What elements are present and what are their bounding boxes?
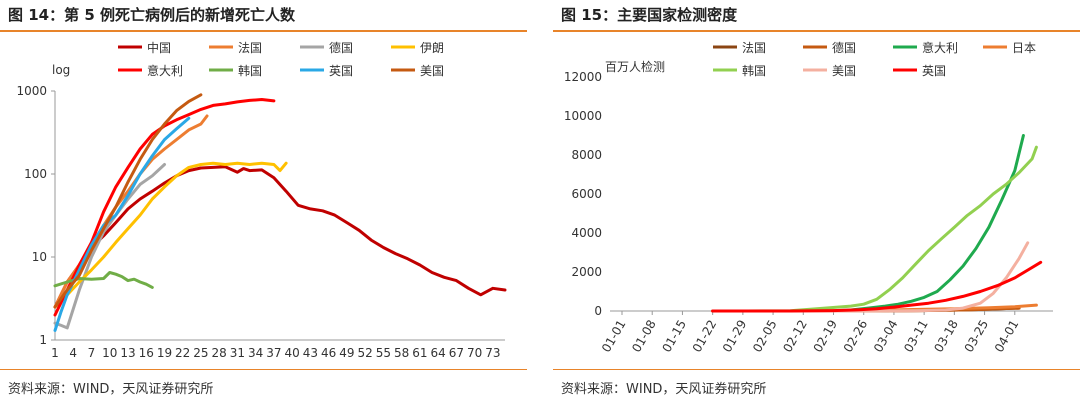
y-tick-label: 12000 (564, 70, 602, 84)
x-tick-label: 64 (430, 346, 445, 360)
x-tick-label: 28 (212, 346, 227, 360)
legend-label: 伊朗 (420, 41, 444, 55)
legend-label: 美国 (832, 64, 856, 78)
legend-label: 中国 (147, 40, 171, 55)
x-tick-label: 01-29 (720, 318, 750, 355)
x-tick-label: 01-08 (629, 318, 659, 355)
legend-label: 意大利 (147, 63, 183, 78)
source-divider (553, 369, 1080, 370)
series-line (53, 93, 203, 309)
y-axis-label: 百万人检测 (605, 59, 665, 74)
x-tick-label: 52 (357, 346, 372, 360)
x-tick-label: 46 (321, 346, 336, 360)
x-tick-label: 03-11 (901, 318, 931, 355)
series-line (53, 161, 288, 309)
y-tick-label: 8000 (571, 148, 602, 162)
x-tick-label: 40 (285, 346, 300, 360)
series-line (53, 165, 507, 309)
y-tick-label: 6000 (571, 187, 602, 201)
x-tick-label: 01-01 (599, 318, 629, 355)
legend-label: 日本 (1012, 41, 1036, 55)
x-tick-label: 10 (102, 346, 117, 360)
legend-label: 德国 (329, 40, 353, 55)
x-tick-label: 34 (248, 346, 263, 360)
x-tick-label: 03-25 (962, 318, 992, 355)
legend-label: 法国 (238, 41, 262, 55)
title-divider (553, 30, 1080, 32)
x-tick-label: 01-22 (690, 318, 720, 355)
x-tick-label: 19 (157, 346, 172, 360)
series-line (53, 116, 191, 332)
x-tick-label: 16 (139, 346, 154, 360)
x-tick-label: 43 (303, 346, 318, 360)
chart-panel-15: 图 15：主要国家检测密度 百万人检测 0 2000 4000 6000 8000 1000… (553, 0, 1080, 401)
chart-title: 图 15：主要国家检测密度 (561, 6, 738, 24)
legend-label: 德国 (832, 40, 856, 55)
x-tick-label: 58 (394, 346, 409, 360)
y-axis-label: log (52, 63, 70, 77)
y-tick-label: 10 (32, 250, 47, 264)
x-tick-label: 02-05 (750, 318, 780, 355)
x-tick-label: 02-26 (841, 318, 871, 355)
x-tick-label: 03-04 (871, 318, 901, 355)
source-divider (0, 369, 527, 370)
x-tick-label: 22 (175, 346, 190, 360)
chart-title: 图 14：第 5 例死亡病例后的新增死亡人数 (8, 6, 295, 24)
y-tick-label: 2000 (571, 265, 602, 279)
y-tick-label: 0 (594, 304, 602, 318)
series-line (53, 271, 154, 289)
legend-label: 韩国 (238, 63, 262, 78)
series-line (711, 145, 1038, 313)
chart-source: 资料来源：WIND，天风证券研究所 (561, 382, 767, 397)
x-tick-label: 55 (376, 346, 391, 360)
series-line (711, 134, 1025, 313)
legend-label: 英国 (922, 64, 946, 78)
x-tick-label: 61 (412, 346, 427, 360)
legend-label: 韩国 (742, 63, 766, 78)
x-tick-label: 31 (230, 346, 245, 360)
x-tick-label: 03-18 (931, 318, 961, 355)
x-tick-label: 02-19 (811, 318, 841, 355)
legend-label: 美国 (420, 64, 444, 78)
series-line (53, 98, 276, 317)
chart-source: 资料来源：WIND，天风证券研究所 (8, 382, 214, 397)
x-tick-label: 02-12 (780, 318, 810, 355)
legend-label: 英国 (329, 64, 353, 78)
x-tick-label: 49 (339, 346, 354, 360)
x-tick-label: 25 (193, 346, 208, 360)
legend-label: 意大利 (922, 40, 958, 55)
y-tick-label: 1000 (16, 84, 47, 98)
title-divider (0, 30, 527, 32)
x-tick-label: 04-01 (992, 318, 1022, 355)
x-tick-label: 37 (266, 346, 281, 360)
y-tick-label: 100 (24, 167, 47, 181)
x-tick-label: 01-15 (659, 318, 689, 355)
x-tick-label: 67 (449, 346, 464, 360)
x-tick-label: 70 (467, 346, 482, 360)
series-line (711, 260, 1043, 313)
x-tick-label: 4 (69, 346, 77, 360)
legend-label: 法国 (742, 41, 766, 55)
x-tick-label: 1 (51, 346, 59, 360)
chart-panel-14: 图 14：第 5 例死亡病例后的新增死亡人数 log 1 10 100 1000 1 4 7 1… (0, 0, 527, 401)
y-tick-label: 1 (39, 333, 47, 347)
y-tick-label: 10000 (564, 109, 602, 123)
x-tick-label: 73 (485, 346, 500, 360)
x-tick-label: 13 (120, 346, 135, 360)
x-tick-label: 7 (88, 346, 96, 360)
y-tick-label: 4000 (571, 226, 602, 240)
series-line (53, 163, 166, 330)
